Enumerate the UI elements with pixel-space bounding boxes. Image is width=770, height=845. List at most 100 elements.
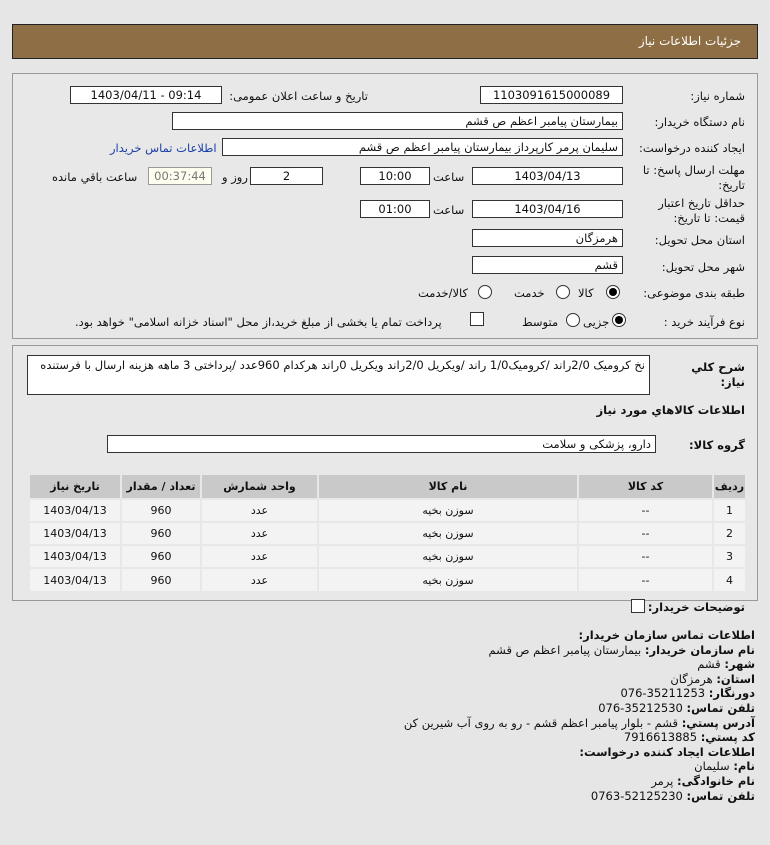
column-header: واحد شمارش <box>200 475 318 499</box>
table-row: 1 -- سوزن بخیه عدد 960 1403/04/13 <box>28 498 745 522</box>
creator-field: سلیمان پرمر کارپرداز بیمارستان پیامبر اع… <box>222 138 623 156</box>
deadline-label: مهلت ارسال پاسخ: تا تاریخ: <box>642 163 745 192</box>
category-label: طبقه بندی موضوعی: <box>643 286 745 300</box>
column-header: کد کالا <box>577 475 713 499</box>
table-row: 2 -- سوزن بخیه عدد 960 1403/04/13 <box>28 521 745 545</box>
column-header: نام کالا <box>317 475 578 499</box>
postal-value: 7916613885 <box>623 730 698 745</box>
category-radio-service[interactable] <box>556 285 570 299</box>
table-cell: 960 <box>120 544 201 568</box>
goods-title: اطلاعات کالاهاي مورد نياز <box>596 403 745 417</box>
deadline-date-field: 1403/04/13 <box>472 167 623 185</box>
table-cell: سوزن بخیه <box>317 521 578 545</box>
description-box: نخ کرومیک 2/0راند /کرومیک1/0 راند /ویکری… <box>27 355 650 395</box>
column-header: ردیف <box>712 475 745 499</box>
buyer-notes-label: توضیحات خریدار: <box>647 600 745 614</box>
table-cell: 1403/04/13 <box>28 567 121 591</box>
table-cell: -- <box>577 544 713 568</box>
address-label: آدرس پستي: <box>681 715 755 730</box>
contact-title: اطلاعات تماس سازمان خریدار: <box>578 628 755 642</box>
creator-phone-label: تلفن تماس: <box>686 788 755 803</box>
validity-date-field: 1403/04/16 <box>472 200 623 218</box>
org-value: بیمارستان پیامبر اعظم ص قشم <box>488 642 642 657</box>
city-value: قشم <box>697 657 721 672</box>
city-field: قشم <box>472 256 623 274</box>
process-label: نوع فرآیند خرید : <box>663 315 745 329</box>
process-option-label: جزیی <box>583 315 610 329</box>
creator-phone-value: 0763-52125230 <box>590 788 683 803</box>
creator-label: ایجاد کننده درخواست: <box>639 141 745 155</box>
remaining-label: ساعت باقي مانده <box>52 170 138 184</box>
announce-field: 1403/04/11 - 09:14 <box>70 86 222 104</box>
creator-title: اطلاعات ایجاد کننده درخواست: <box>579 744 755 759</box>
table-cell: -- <box>577 498 713 522</box>
fax-value: 076-35211253 <box>620 686 706 701</box>
process-option-label: متوسط <box>522 315 559 329</box>
phone-label: تلفن تماس: <box>686 700 755 715</box>
category-radio-goods-service[interactable] <box>478 285 492 299</box>
treasury-note: پرداخت تمام یا بخشی از مبلغ خرید،از محل … <box>75 315 442 329</box>
remaining-timer: 00:37:44 <box>148 167 212 185</box>
validity-time-field: 01:00 <box>360 200 430 218</box>
page-title: جزئیات اطلاعات نیاز <box>638 34 741 48</box>
name-label: نام: <box>733 759 755 774</box>
table-row: 3 -- سوزن بخیه عدد 960 1403/04/13 <box>28 544 745 568</box>
buyer-field: بیمارستان پیامبر اعظم ص قشم <box>172 112 623 130</box>
table-cell: 1403/04/13 <box>28 521 121 545</box>
category-radio-goods[interactable] <box>606 285 620 299</box>
province-label: استان: <box>716 671 755 686</box>
goods-table: ردیف کد کالا نام کالا واحد شمارش تعداد /… <box>28 475 745 591</box>
family-value: پرمر <box>651 773 674 788</box>
table-row: 4 -- سوزن بخیه عدد 960 1403/04/13 <box>28 567 745 591</box>
process-radio-minor[interactable] <box>612 313 626 327</box>
address-value: قشم - بلوار پیامبر اعظم قشم - رو به روی … <box>403 715 679 730</box>
category-option-label: کالا/خدمت <box>418 286 469 300</box>
need-number-label: شماره نیاز: <box>690 89 745 103</box>
validity-label: حداقل تاریخ اعتبار قیمت: تا تاریخ: <box>658 196 745 225</box>
name-value: سلیمان <box>694 759 730 774</box>
city-label: شهر: <box>724 657 755 672</box>
buyer-label: نام دستگاه خریدار: <box>654 115 745 129</box>
announce-label: تاریخ و ساعت اعلان عمومی: <box>229 89 368 103</box>
table-cell: 960 <box>120 498 201 522</box>
table-cell: -- <box>577 567 713 591</box>
table-cell: 960 <box>120 521 201 545</box>
description-label: شرح کلي نياز: <box>691 360 745 389</box>
table-cell: 1403/04/13 <box>28 544 121 568</box>
days-field: 2 <box>250 167 323 185</box>
buyer-notes-checkbox[interactable] <box>631 599 645 613</box>
process-radio-medium[interactable] <box>566 313 580 327</box>
table-cell: عدد <box>200 544 318 568</box>
table-cell: 2 <box>712 521 745 545</box>
table-cell: عدد <box>200 521 318 545</box>
goods-group-field: دارو، پزشکی و سلامت <box>107 435 656 453</box>
table-cell: 1403/04/13 <box>28 498 121 522</box>
column-header: تاریخ نیاز <box>28 475 121 499</box>
page-header: جزئیات اطلاعات نیاز <box>12 24 758 59</box>
org-label: نام سازمان خریدار: <box>644 642 755 657</box>
table-header-row: ردیف کد کالا نام کالا واحد شمارش تعداد /… <box>28 475 745 499</box>
deadline-time-label: ساعت <box>433 170 465 184</box>
contact-info: اطلاعات تماس سازمان خریدار: نام سازمان خ… <box>404 628 755 803</box>
phone-value: 076-35212530 <box>598 700 683 715</box>
province-value: هرمزگان <box>670 671 713 686</box>
category-option-label: خدمت <box>514 286 545 300</box>
table-cell: عدد <box>200 567 318 591</box>
city-label: شهر محل تحویل: <box>661 260 745 274</box>
category-option-label: کالا <box>578 286 594 300</box>
table-cell: 4 <box>712 567 745 591</box>
table-cell: سوزن بخیه <box>317 498 578 522</box>
deadline-time-field: 10:00 <box>360 167 430 185</box>
treasury-checkbox[interactable] <box>470 312 484 326</box>
validity-time-label: ساعت <box>433 203 465 217</box>
table-cell: عدد <box>200 498 318 522</box>
table-cell: سوزن بخیه <box>317 567 578 591</box>
days-label: روز و <box>222 170 248 184</box>
buyer-contact-link[interactable]: اطلاعات تماس خریدار <box>110 141 217 155</box>
province-field: هرمزگان <box>472 229 623 247</box>
postal-label: کد پستي: <box>700 730 755 745</box>
goods-group-label: گروه کالا: <box>689 438 745 452</box>
need-number-field: 1103091615000089 <box>480 86 623 104</box>
table-cell: -- <box>577 521 713 545</box>
fax-label: دورنگار: <box>708 686 755 701</box>
